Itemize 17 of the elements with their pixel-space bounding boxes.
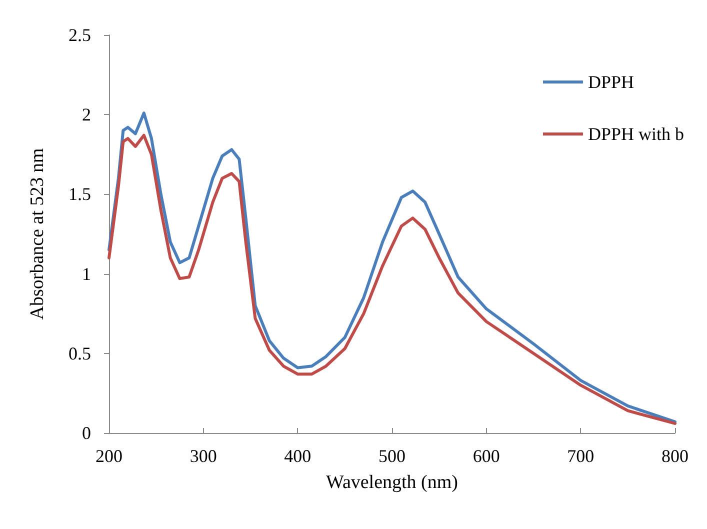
y-tick-label: 2: [82, 104, 91, 125]
y-tick-label: 0.5: [68, 343, 91, 364]
x-tick-label: 800: [662, 446, 688, 466]
y-tick-label: 1: [82, 264, 91, 284]
x-tick-label: 700: [567, 446, 594, 466]
y-axis-title: Absorbance at 523 nm: [27, 148, 48, 320]
x-tick-label: 300: [190, 446, 217, 466]
x-tick-label: 500: [378, 446, 406, 466]
x-tick-label: 200: [96, 446, 122, 466]
legend-label: DPPH: [588, 72, 634, 92]
x-axis-title: Wavelength (nm): [326, 472, 458, 493]
x-tick-label: 400: [284, 446, 312, 466]
y-tick-label: 2.5: [68, 25, 91, 45]
legend-label: DPPH with b: [588, 124, 684, 144]
y-tick-label: 0: [82, 423, 91, 443]
y-tick-label: 1.5: [68, 184, 91, 204]
x-tick-label: 600: [472, 446, 500, 466]
